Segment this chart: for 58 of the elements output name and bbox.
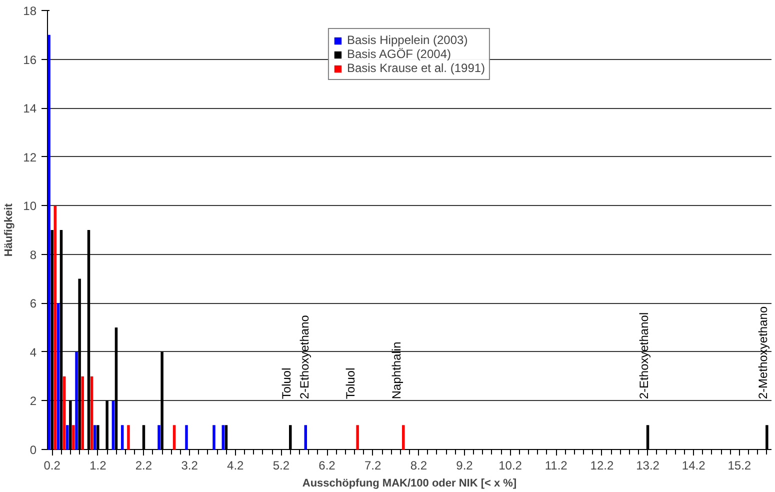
- bar: [81, 376, 84, 450]
- x-tick-label: 9.2: [456, 458, 474, 472]
- y-tick-label: 0: [30, 443, 37, 457]
- annotation: 2-Methoxyethano: [756, 306, 770, 400]
- bar: [112, 400, 115, 450]
- x-tick-label: 2.2: [135, 458, 152, 472]
- x-tick-label: 10.2: [498, 458, 522, 472]
- legend-label: Basis Krause et al. (1991): [346, 61, 486, 75]
- annotation: 2-Ethoxyethano: [298, 314, 312, 400]
- bar: [402, 425, 405, 450]
- annotation: Naphthalin: [389, 342, 404, 400]
- annotation: 2-Ethoxyethanol: [636, 312, 651, 400]
- x-tick-label: 15.2: [728, 458, 752, 472]
- y-tick-label: 18: [23, 4, 37, 18]
- x-tick-label: 7.2: [364, 458, 382, 472]
- bar: [222, 425, 225, 450]
- x-tick-label: 13.2: [636, 458, 660, 472]
- x-tick-label: 8.2: [410, 458, 428, 472]
- bar: [120, 425, 124, 450]
- x-axis-title: Ausschöpfung MAK/100 oder NIK [< x %]: [302, 478, 517, 490]
- bar: [72, 425, 75, 450]
- bar: [158, 425, 160, 450]
- y-tick-label: 2: [30, 394, 37, 408]
- legend-label: Basis Hippelein (2003): [346, 33, 468, 47]
- bar: [66, 425, 69, 450]
- x-tick-label: 3.2: [181, 458, 198, 472]
- bar: [356, 425, 359, 450]
- bar: [54, 206, 57, 450]
- bar: [56, 303, 60, 450]
- y-tick-label: 14: [23, 102, 37, 116]
- x-tick-label: 6.2: [318, 458, 336, 472]
- y-axis-title: Häufigkeit: [3, 203, 16, 257]
- bar: [75, 352, 78, 450]
- legend-label: Basis AGÖF (2004): [346, 47, 452, 61]
- x-tick-label: 5.2: [272, 458, 290, 472]
- bar: [212, 425, 216, 450]
- bar: [93, 425, 96, 450]
- bar: [304, 425, 308, 450]
- x-tick-label: 1.2: [90, 458, 107, 472]
- y-tick-label: 8: [30, 248, 37, 262]
- bar: [127, 425, 130, 450]
- bar: [172, 425, 176, 450]
- y-tick-label: 6: [30, 296, 37, 311]
- y-tick-label: 16: [23, 52, 37, 67]
- bar: [185, 425, 188, 450]
- x-tick-label: 14.2: [682, 458, 706, 472]
- annotation: Toluol: [279, 368, 294, 400]
- y-tick-label: 10: [23, 199, 37, 214]
- bar: [48, 34, 50, 450]
- y-tick-label: 12: [23, 150, 37, 164]
- y-tick-label: 4: [30, 345, 37, 360]
- x-tick-label: 12.2: [590, 458, 614, 472]
- x-tick-label: 0.2: [44, 458, 61, 472]
- annotation: Toluol: [344, 368, 358, 400]
- bar: [90, 376, 94, 450]
- bar: [62, 376, 66, 450]
- x-tick-label: 4.2: [227, 458, 244, 472]
- x-tick-label: 11.2: [544, 458, 568, 472]
